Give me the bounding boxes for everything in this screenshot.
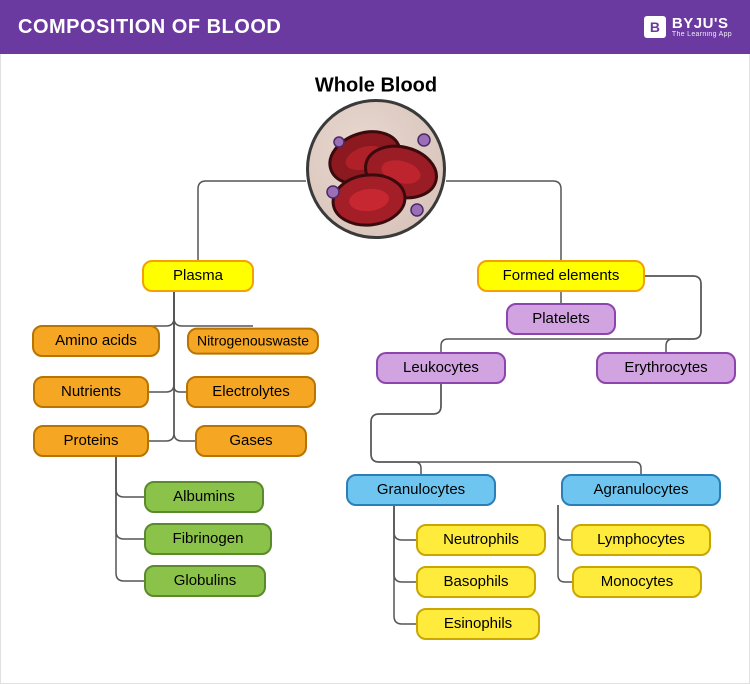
node-plasma: Plasma — [142, 260, 254, 292]
edge-proteins-albumins — [116, 456, 144, 497]
edge-leukocytes-agranulo — [371, 383, 641, 475]
brand-logo-badge: B — [644, 16, 666, 38]
node-neutrophils: Neutrophils — [416, 524, 546, 556]
edge-granulo-esinophils — [394, 505, 416, 624]
edge-root-circle-formed — [446, 181, 561, 261]
edge-plasma-amino — [96, 291, 174, 326]
node-gases: Gases — [195, 425, 307, 457]
node-electrolytes: Electrolytes — [186, 376, 316, 408]
edge-root-circle-plasma — [198, 181, 306, 261]
node-erythrocytes: Erythrocytes — [596, 352, 736, 384]
edge-leukocytes-granulo — [371, 383, 441, 475]
node-lymphocytes: Lymphocytes — [571, 524, 711, 556]
node-nitro: Nitrogenouswaste — [187, 328, 319, 355]
node-basophils: Basophils — [416, 566, 536, 598]
node-granulo: Granulocytes — [346, 474, 496, 506]
diagram-canvas: Whole Blood Plasma Formed elements Amino a… — [0, 54, 750, 684]
blood-cells-illustration — [306, 99, 446, 239]
node-fibrinogen: Fibrinogen — [144, 523, 272, 555]
node-leukocytes: Leukocytes — [376, 352, 506, 384]
edge-plasma-nitro — [174, 291, 253, 326]
node-globulins: Globulins — [144, 565, 266, 597]
edge-agranulo-monocytes — [558, 505, 572, 582]
edge-plasma-proteins — [149, 291, 174, 441]
brand-name: BYJU'S — [672, 16, 732, 31]
node-formed: Formed elements — [477, 260, 645, 292]
brand-logo: B BYJU'S The Learning App — [644, 16, 732, 38]
node-monocytes: Monocytes — [572, 566, 702, 598]
edge-formed-erythrocytes — [645, 276, 701, 353]
node-albumins: Albumins — [144, 481, 264, 513]
node-esinophils: Esinophils — [416, 608, 540, 640]
edge-agranulo-lymphocytes — [558, 505, 571, 540]
node-platelets: Platelets — [506, 303, 616, 335]
edge-plasma-gases — [174, 291, 195, 441]
edge-plasma-electrolytes — [174, 291, 186, 392]
brand-tagline: The Learning App — [672, 31, 732, 38]
root-label: Whole Blood — [315, 75, 437, 98]
header-bar: COMPOSITION OF BLOOD B BYJU'S The Learni… — [0, 0, 750, 54]
node-amino: Amino acids — [32, 325, 160, 357]
edge-proteins-globulins — [116, 456, 144, 581]
edge-granulo-basophils — [394, 505, 416, 582]
edge-proteins-fibrinogen — [116, 456, 144, 539]
node-nutrients: Nutrients — [33, 376, 149, 408]
node-proteins: Proteins — [33, 425, 149, 457]
edge-granulo-neutrophils — [394, 505, 416, 540]
node-agranulo: Agranulocytes — [561, 474, 721, 506]
page-title: COMPOSITION OF BLOOD — [18, 16, 281, 39]
